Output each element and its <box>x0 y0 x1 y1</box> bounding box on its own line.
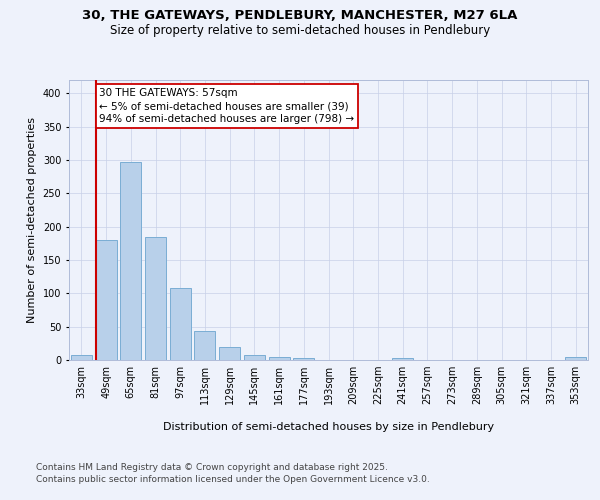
Text: 30 THE GATEWAYS: 57sqm
← 5% of semi-detached houses are smaller (39)
94% of semi: 30 THE GATEWAYS: 57sqm ← 5% of semi-deta… <box>99 88 355 124</box>
Bar <box>194 332 215 360</box>
Text: Contains HM Land Registry data © Crown copyright and database right 2025.
Contai: Contains HM Land Registry data © Crown c… <box>36 462 430 484</box>
Bar <box>565 356 586 360</box>
Text: 30, THE GATEWAYS, PENDLEBURY, MANCHESTER, M27 6LA: 30, THE GATEWAYS, PENDLEBURY, MANCHESTER… <box>82 9 518 22</box>
Bar <box>95 240 116 360</box>
Y-axis label: Number of semi-detached properties: Number of semi-detached properties <box>27 117 37 323</box>
Bar <box>269 356 290 360</box>
Bar <box>120 162 141 360</box>
Bar <box>71 354 92 360</box>
Bar <box>170 288 191 360</box>
Text: Distribution of semi-detached houses by size in Pendlebury: Distribution of semi-detached houses by … <box>163 422 494 432</box>
Bar <box>244 354 265 360</box>
Text: Size of property relative to semi-detached houses in Pendlebury: Size of property relative to semi-detach… <box>110 24 490 37</box>
Bar <box>145 238 166 360</box>
Bar <box>392 358 413 360</box>
Bar <box>293 358 314 360</box>
Bar <box>219 348 240 360</box>
